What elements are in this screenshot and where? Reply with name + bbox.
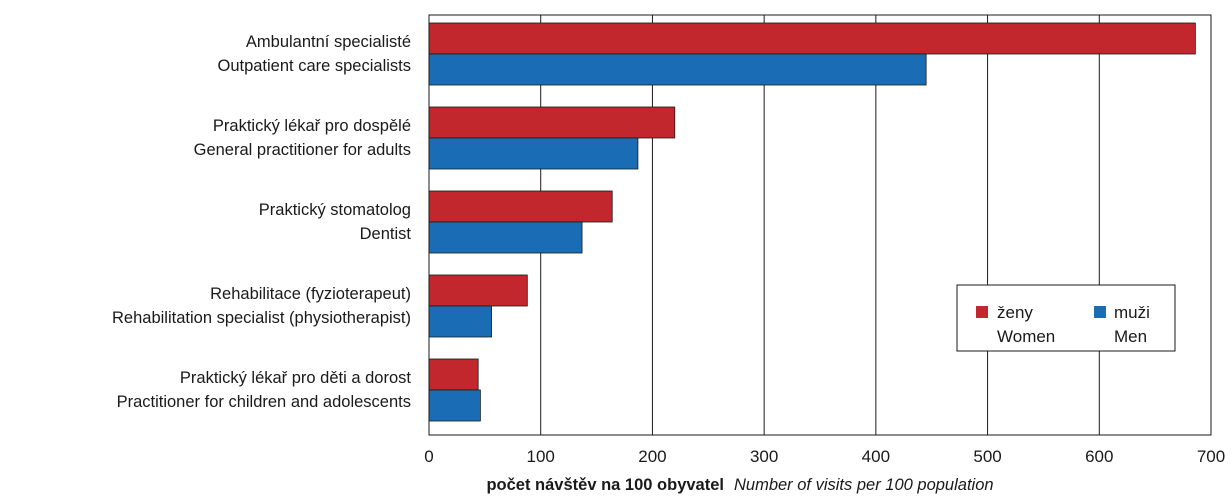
x-axis-label: počet návštěv na 100 obyvatel Number of v…: [486, 476, 993, 494]
bar-women: [428, 106, 676, 139]
category-label-en: Rehabilitation specialist (physiotherapi…: [112, 309, 411, 327]
x-tick-labels: 0 100 200 300 400 500 600 700: [424, 447, 1225, 466]
category-label-cz: Praktický lékař pro děti a dorost: [180, 369, 412, 387]
x-axis-label-en: Number of visits per 100 population: [734, 476, 994, 494]
bar-men: [428, 389, 481, 422]
category-label-en: Dentist: [360, 225, 412, 243]
x-tick-label: 500: [973, 447, 1001, 466]
category-label-cz: Rehabilitace (fyzioterapeut): [210, 285, 411, 303]
x-axis-label-cz: počet návštěv na 100 obyvatel: [486, 476, 724, 494]
legend-box: [956, 284, 1176, 352]
bars: [428, 22, 1196, 422]
bar-men: [428, 137, 639, 170]
legend: ženy Women muži Men: [956, 284, 1176, 352]
x-tick-label: 200: [638, 447, 666, 466]
legend-label-women-en: Women: [997, 327, 1055, 346]
legend-label-men-en: Men: [1114, 327, 1147, 346]
legend-swatch-women: [976, 306, 988, 318]
bar-women: [428, 358, 479, 391]
x-tick-label: 700: [1197, 447, 1225, 466]
bar-women: [428, 190, 613, 223]
x-tick-label: 600: [1085, 447, 1113, 466]
bar-women: [428, 274, 528, 307]
x-tick-label: 0: [424, 447, 433, 466]
category-label-en: Outpatient care specialists: [217, 57, 411, 75]
category-label-en: General practitioner for adults: [194, 141, 411, 159]
bar-men: [428, 305, 492, 338]
legend-swatch-men: [1094, 306, 1106, 318]
x-tick-label: 300: [750, 447, 778, 466]
legend-label-women-cz: ženy: [997, 303, 1033, 322]
category-label-en: Practitioner for children and adolescent…: [117, 393, 411, 411]
category-label-cz: Praktický stomatolog: [259, 201, 411, 219]
category-label-cz: Praktický lékař pro dospělé: [213, 117, 411, 135]
legend-label-men-cz: muži: [1114, 303, 1150, 322]
category-labels: Ambulantní specialisté Outpatient care sp…: [112, 33, 411, 411]
bar-men: [428, 53, 927, 86]
plot-area-frame: [428, 14, 1212, 436]
bar-men: [428, 221, 583, 254]
category-label-cz: Ambulantní specialisté: [246, 33, 411, 51]
bar-women: [428, 22, 1196, 55]
x-tick-label: 100: [527, 447, 555, 466]
x-tick-label: 400: [862, 447, 890, 466]
